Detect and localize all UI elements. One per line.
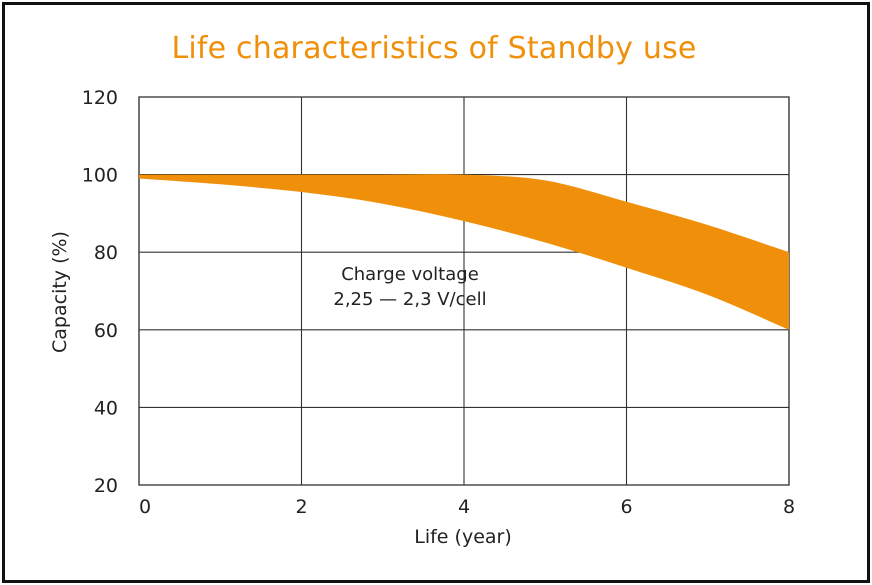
x-tick-label: 0 — [139, 496, 151, 518]
annotation-line-1: Charge voltage — [341, 264, 479, 285]
tick-layer: 0 2 4 6 8 120 100 80 60 40 20 — [82, 87, 795, 518]
capacity-band-0 — [139, 174, 789, 330]
x-axis-label: Life (year) — [414, 526, 512, 548]
x-tick-label: 4 — [458, 496, 470, 518]
y-tick-label: 80 — [94, 242, 118, 264]
annotation-line-2: 2,25 — 2,3 V/cell — [333, 289, 486, 310]
x-tick-label: 6 — [620, 496, 632, 518]
y-axis-label: Capacity (%) — [49, 231, 71, 353]
y-tick-label: 100 — [82, 165, 118, 187]
y-tick-label: 60 — [94, 320, 118, 342]
x-tick-label: 2 — [295, 496, 307, 518]
y-tick-label: 40 — [94, 397, 118, 419]
y-tick-label: 120 — [82, 87, 118, 109]
x-tick-label: 8 — [783, 496, 795, 518]
band-layer — [139, 174, 789, 330]
chart-title: Life characteristics of Standby use — [171, 31, 697, 66]
y-tick-label: 20 — [94, 475, 118, 497]
